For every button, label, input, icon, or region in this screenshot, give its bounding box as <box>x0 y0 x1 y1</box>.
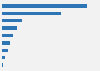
Bar <box>2 41 10 45</box>
Bar <box>2 63 3 67</box>
Bar <box>2 12 61 15</box>
Bar <box>2 56 5 59</box>
Bar <box>2 34 13 37</box>
Bar <box>2 4 87 8</box>
Bar <box>2 49 8 52</box>
Bar <box>2 26 17 30</box>
Bar <box>2 19 22 22</box>
